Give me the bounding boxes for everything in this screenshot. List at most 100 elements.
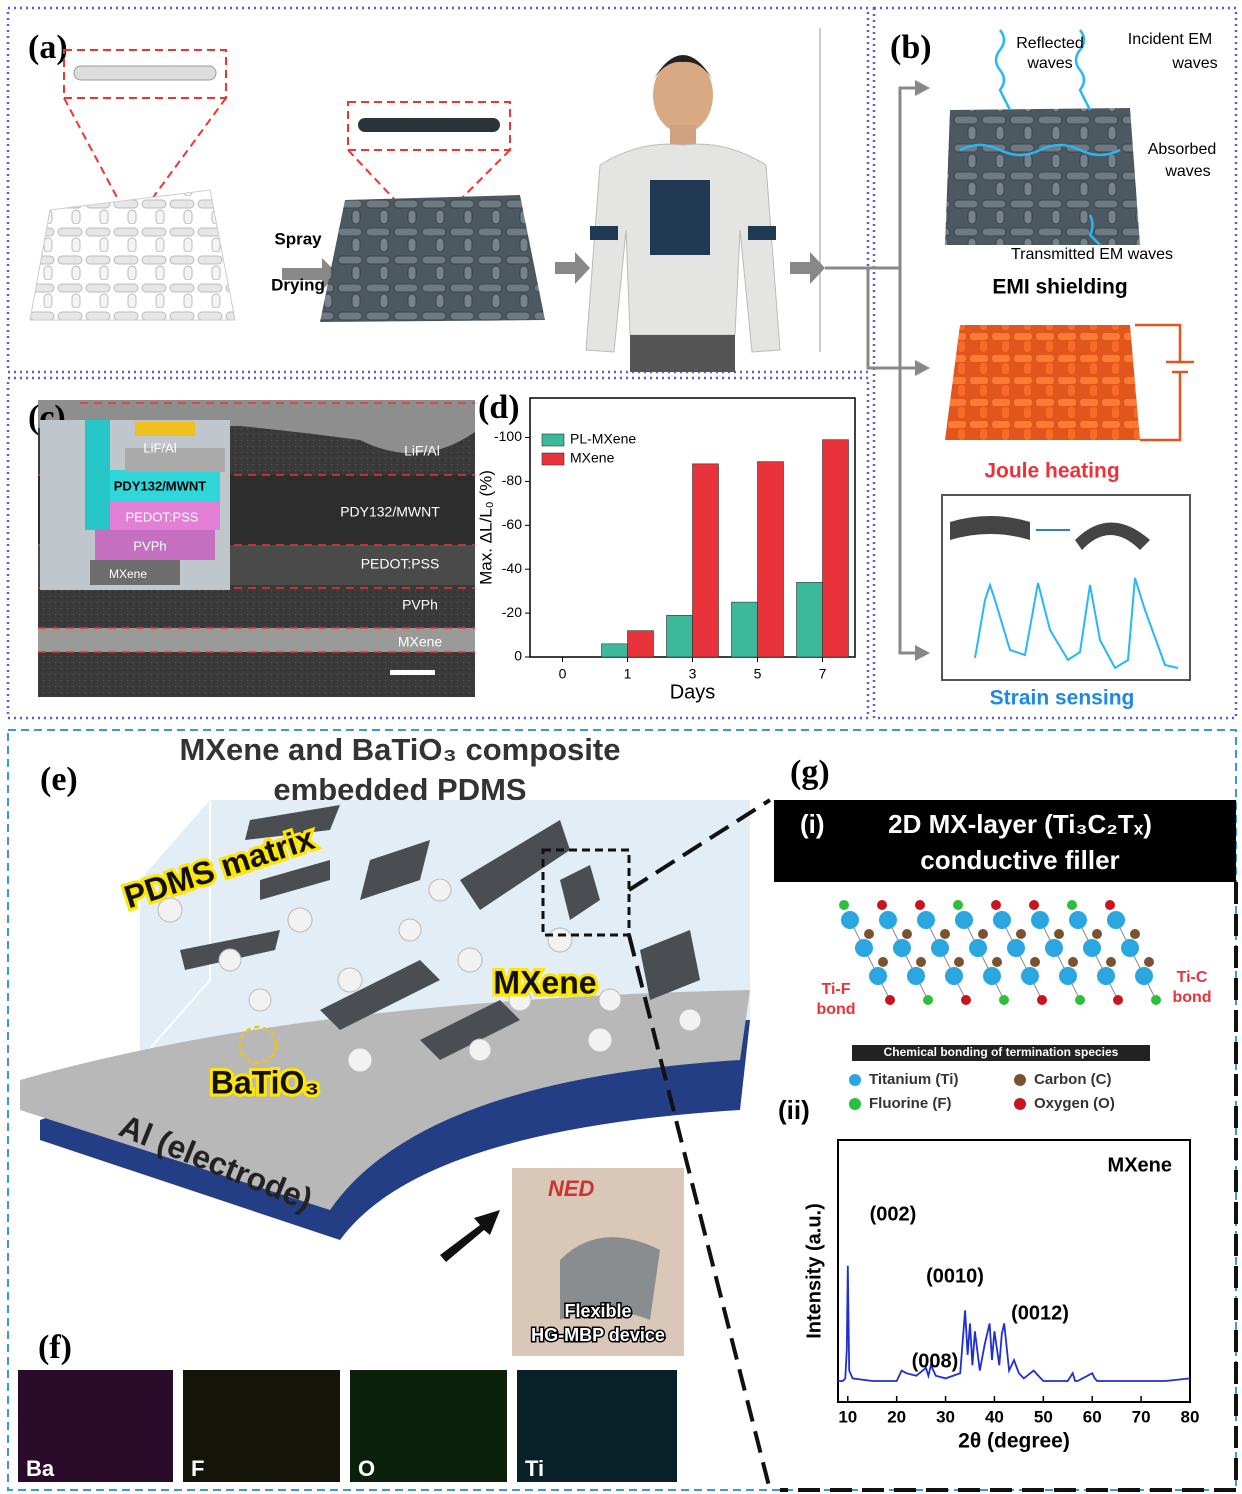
atom [1030, 957, 1040, 967]
sub-label: (i) [800, 809, 825, 839]
caption-bar [852, 1045, 1150, 1061]
panel-label: (f) [38, 1329, 72, 1366]
atom [1121, 939, 1139, 957]
lif-layer [38, 400, 475, 454]
atom [1059, 967, 1077, 985]
panel-f: (f) Ba F O Ti [18, 1329, 677, 1482]
atom [893, 939, 911, 957]
atom [923, 995, 933, 1005]
sub-label: (ii) [778, 1095, 810, 1125]
atom [1144, 957, 1154, 967]
atom [1068, 957, 1078, 967]
batio3-spheres [157, 878, 702, 1073]
atom [978, 929, 988, 939]
bar [601, 643, 628, 658]
layer-label: PVPh [402, 597, 438, 613]
y-tick-label: -80 [502, 472, 522, 488]
frame-b [872, 6, 1238, 720]
wave-text: waves [1026, 55, 1072, 72]
person [585, 55, 781, 372]
map [517, 1370, 677, 1482]
legend-text: Fluorine (F) [869, 1095, 952, 1112]
atom [992, 957, 1002, 967]
process-text: Drying [271, 275, 325, 294]
al-electrode [20, 990, 750, 1210]
wave-text: Absorbed [1148, 141, 1217, 158]
y-axis-label: Intensity (a.u.) [803, 1203, 825, 1339]
atom [983, 967, 1001, 985]
x-axis-label: 2θ (degree) [958, 1430, 1070, 1453]
atom [1037, 995, 1047, 1005]
photo-caption: HG-MBP device [531, 1325, 665, 1345]
map-label: O [358, 1456, 375, 1481]
x-tick-label: 7 [819, 666, 827, 682]
atom [839, 900, 849, 910]
bar [796, 582, 823, 658]
inset-label: LiF/Al [143, 440, 176, 455]
y-tick-label: -100 [494, 428, 522, 444]
wave-text: waves [1171, 55, 1217, 72]
panel-label: (g) [790, 754, 830, 791]
x-tick-label: 60 [1083, 1407, 1102, 1426]
panel-b: (b) Reflected waves Incident EM waves Ab… [890, 29, 1218, 710]
plot-frame [837, 1139, 1191, 1403]
map [183, 1370, 340, 1482]
atom [1106, 957, 1116, 967]
x-tick-label: 50 [1034, 1407, 1053, 1426]
white-fabric [29, 189, 236, 321]
device [560, 1237, 660, 1320]
zoom-lines [627, 798, 772, 1491]
map-label: Ti [525, 1456, 544, 1481]
atom [955, 911, 973, 929]
highlight [238, 1025, 278, 1065]
panel-g: (g) (i) 2D MX-layer (Ti₃C₂Tₓ) conductive… [774, 754, 1238, 1492]
atom [954, 957, 964, 967]
atom [945, 967, 963, 985]
x-tick-label: 3 [689, 666, 697, 682]
header-text: 2D MX-layer (Ti₃C₂Tₓ) [888, 809, 1152, 839]
atom [999, 995, 1009, 1005]
atom [1029, 900, 1039, 910]
atom [1107, 911, 1125, 929]
legend-swatch [541, 452, 565, 466]
x-tick-label: 30 [936, 1407, 955, 1426]
panel-d: (d) 0 -20 -40 -60 -80 -100 0 1 3 5 7 Days Max. ΔL/L₀… [476, 389, 856, 703]
boundaries [38, 402, 475, 653]
atom [961, 995, 971, 1005]
atom [1045, 939, 1063, 957]
mxene-label: MXene [493, 964, 596, 1000]
y-axis-label: Max. ΔL/L₀ (%) [476, 470, 495, 585]
atom [1113, 995, 1123, 1005]
atom [969, 939, 987, 957]
layer-label: MXene [398, 634, 443, 650]
mxene-layer [38, 628, 475, 652]
atom [869, 967, 887, 985]
arrowheads [915, 80, 930, 661]
atom [864, 929, 874, 939]
bond-label: bond [1172, 989, 1211, 1006]
connector [825, 86, 920, 655]
brand: NED [548, 1176, 595, 1201]
atom [1075, 995, 1085, 1005]
bond-label: Ti-F [821, 981, 850, 998]
arrow [790, 252, 825, 284]
y-tick-label: -40 [502, 560, 522, 576]
atom [1069, 911, 1087, 929]
line [838, 1265, 1191, 1382]
x-tick-label: 20 [887, 1407, 906, 1426]
bond-label: Ti-C [1177, 969, 1208, 986]
atom [1016, 929, 1026, 939]
x-tick-label: 0 [559, 666, 567, 682]
panel-a: (a) Spray Drying [28, 28, 930, 661]
atom [993, 911, 1011, 929]
inset-label: PEDOT:PSS [126, 509, 199, 524]
wave-text: Incident EM [1128, 31, 1212, 48]
atom [1083, 939, 1101, 957]
panel-label: (b) [890, 29, 932, 66]
atom [1105, 900, 1115, 910]
legend-text: Oxygen (O) [1034, 1095, 1115, 1112]
waves [959, 29, 1121, 246]
legend-text: Titanium (Ti) [869, 1071, 958, 1088]
caption: EMI shielding [992, 276, 1127, 299]
